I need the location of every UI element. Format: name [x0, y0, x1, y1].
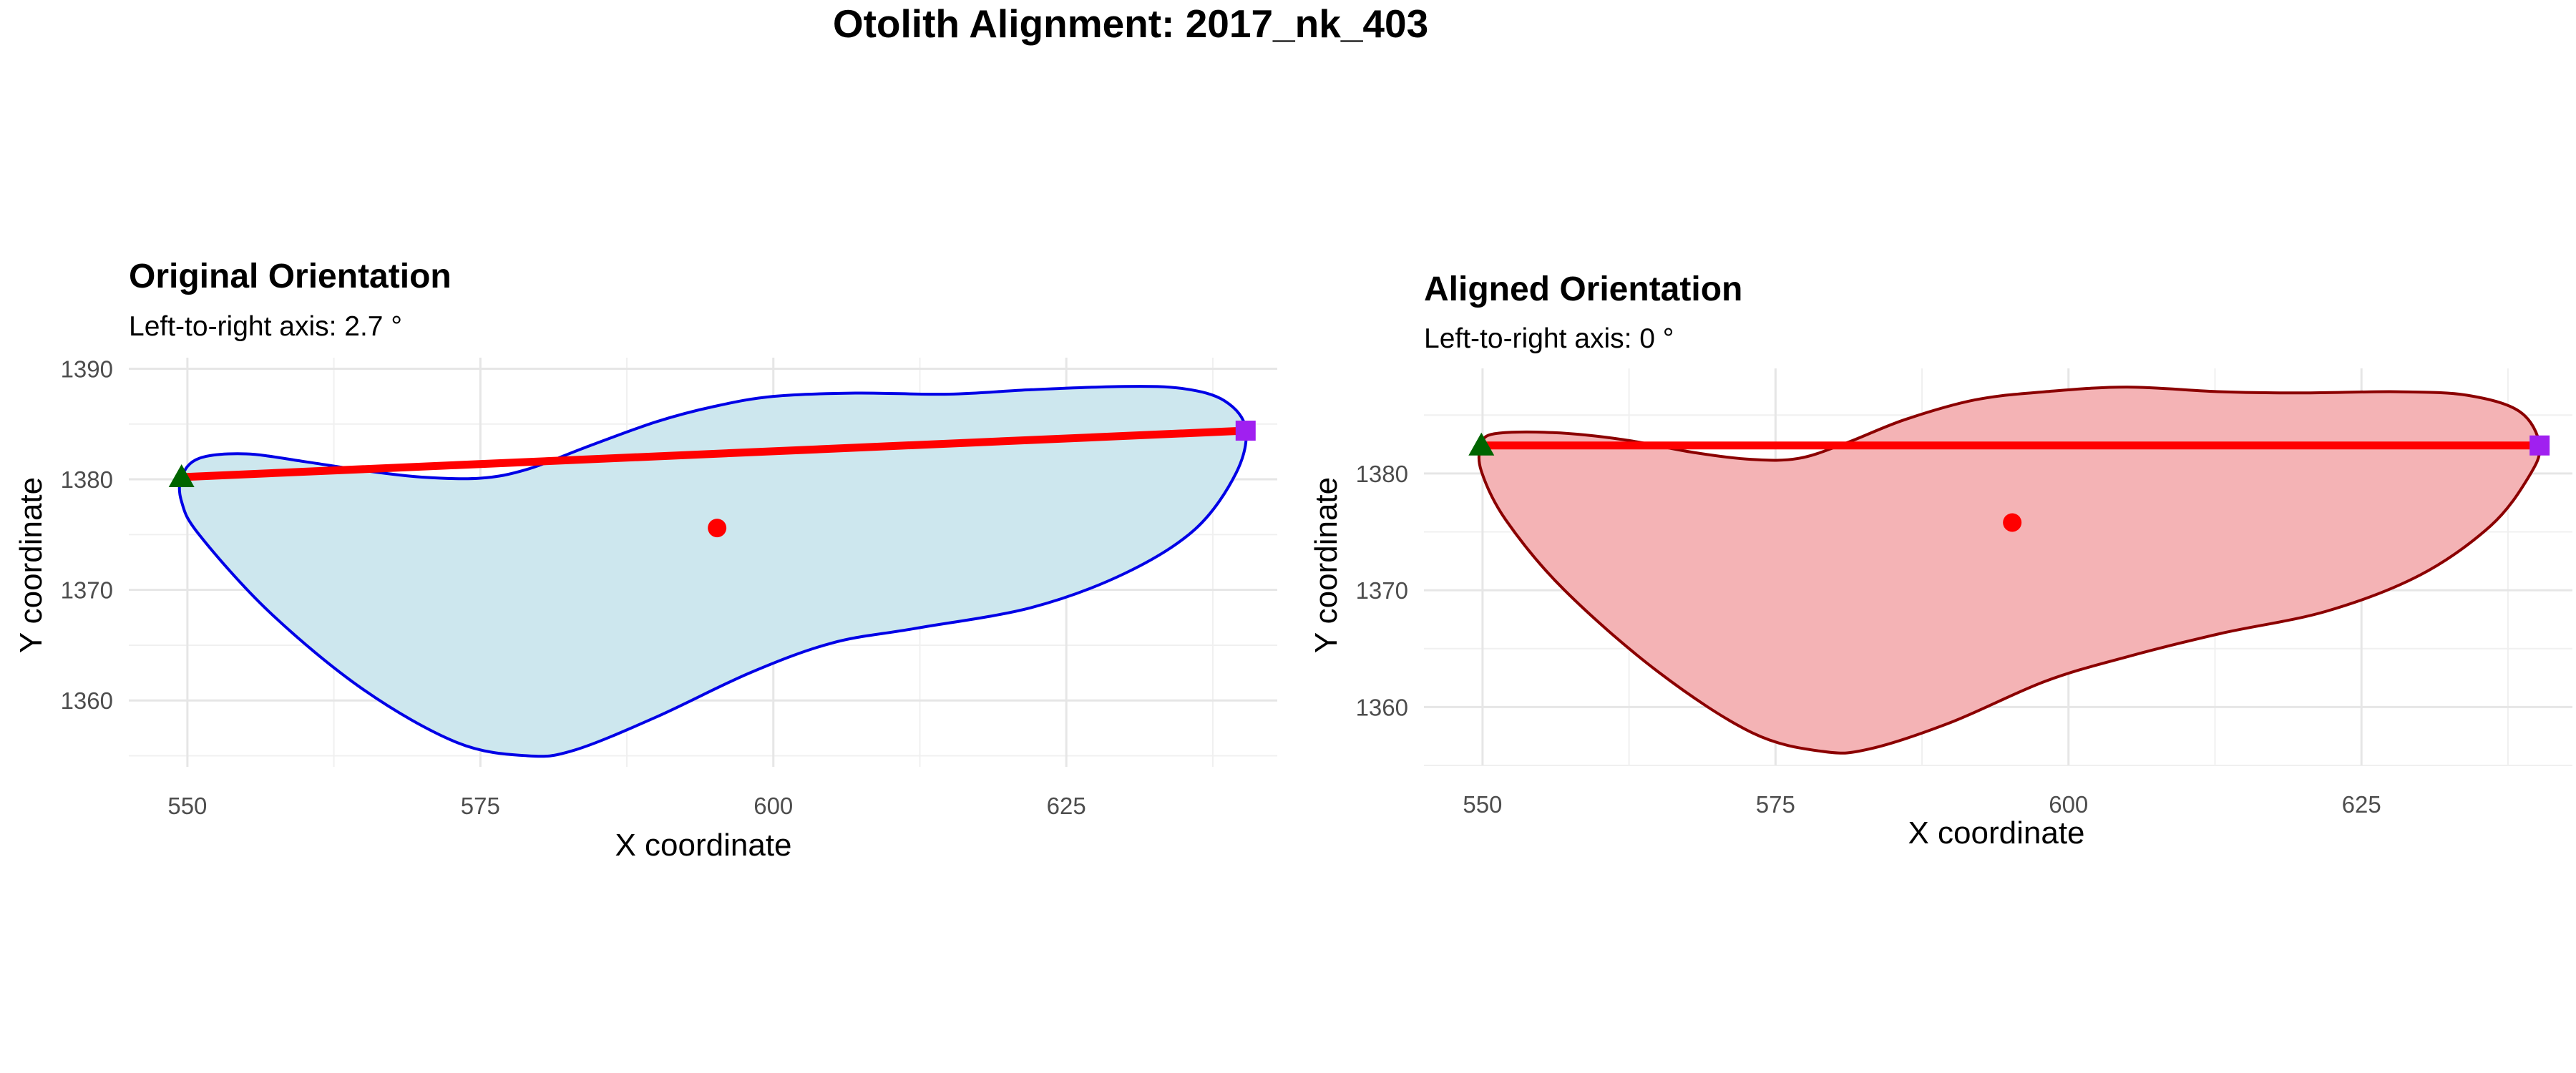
y-tick-label: 1380	[1356, 461, 1408, 487]
panel-aligned: Aligned Orientation Left-to-right axis: …	[1309, 270, 2572, 851]
x-tick-label: 550	[1463, 791, 1502, 818]
centroid-point-original	[708, 519, 727, 538]
x-tick-label: 550	[167, 793, 207, 819]
x-tick-label: 625	[1047, 793, 1086, 819]
x-tick-label: 575	[1756, 791, 1795, 818]
x-axis-title-aligned: X coordinate	[1908, 815, 2084, 851]
right-endpoint-marker-aligned	[2529, 435, 2550, 456]
y-tick-label: 1380	[61, 466, 113, 493]
x-tick-label: 600	[753, 793, 793, 819]
figure-title: Otolith Alignment: 2017_nk_403	[833, 1, 1428, 46]
panel-subtitle-original: Left-to-right axis: 2.7 °	[129, 311, 402, 342]
y-axis-title-aligned: Y coordinate	[1309, 477, 1344, 653]
y-tick-label: 1360	[61, 687, 113, 714]
plot-area-original: 550 575 600 625 1360 1370 1380 1390	[61, 356, 1277, 819]
centroid-point-aligned	[2003, 513, 2022, 532]
x-tick-label: 600	[2049, 791, 2088, 818]
plot-area-aligned: 550 575 600 625 1360 1370 1380	[1356, 368, 2572, 818]
y-tick-label: 1370	[1356, 577, 1408, 604]
y-tick-label: 1390	[61, 356, 113, 382]
panel-title-original: Original Orientation	[129, 258, 452, 295]
panel-subtitle-aligned: Left-to-right axis: 0 °	[1424, 323, 1674, 354]
left-right-axis-line-original	[181, 426, 1246, 481]
x-tick-label: 575	[461, 793, 500, 819]
right-endpoint-marker-original	[1235, 421, 1256, 441]
x-axis-title-original: X coordinate	[615, 828, 791, 863]
left-endpoint-marker-aligned	[1468, 432, 1495, 456]
panel-title-aligned: Aligned Orientation	[1424, 270, 1742, 308]
y-tick-label: 1370	[61, 577, 113, 604]
x-tick-label: 625	[2342, 791, 2381, 818]
left-endpoint-marker-original	[168, 464, 195, 487]
panel-original: Original Orientation Left-to-right axis:…	[14, 258, 1277, 863]
y-axis-title-original: Y coordinate	[14, 477, 49, 653]
y-tick-label: 1360	[1356, 694, 1408, 720]
